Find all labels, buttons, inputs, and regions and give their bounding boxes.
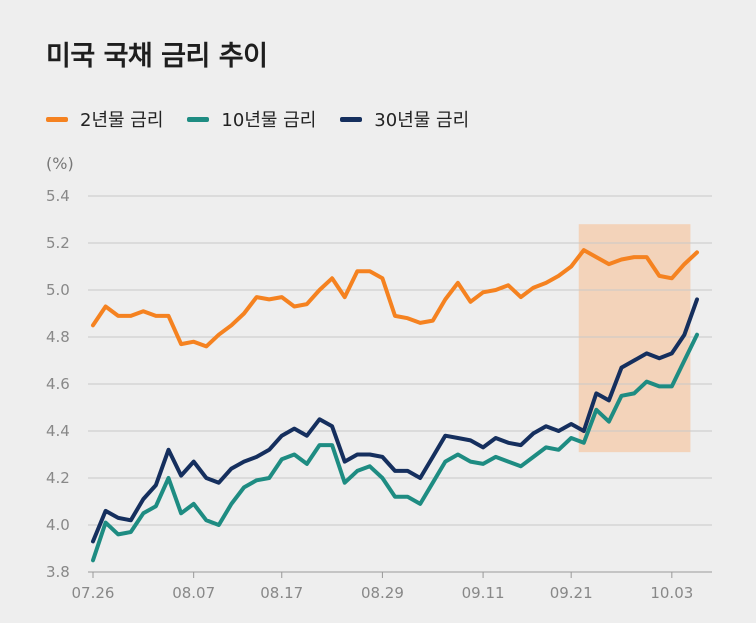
legend-label-30y: 30년물 금리: [374, 110, 470, 131]
x-tick-label: 09.11: [462, 584, 505, 602]
y-axis-unit: (%): [46, 154, 74, 173]
x-tick-label: 10.03: [650, 584, 693, 602]
y-tick-label: 4.2: [46, 469, 70, 487]
series-line-y30: [91, 297, 699, 544]
y-tick-label: 5.4: [46, 187, 70, 205]
x-tick-label: 07.26: [72, 584, 115, 602]
x-tick-label: 08.07: [172, 584, 215, 602]
legend-item-10y: 10년물 금리: [187, 106, 316, 132]
legend-swatch-30y: [340, 116, 363, 122]
y-tick-label: 4.8: [46, 328, 70, 346]
x-tick-label: 08.17: [260, 584, 303, 602]
legend-item-2y: 2년물 금리: [46, 106, 163, 132]
y-tick-label: 4.0: [46, 516, 70, 534]
legend-label-2y: 2년물 금리: [80, 110, 164, 131]
legend-label-10y: 10년물 금리: [221, 110, 317, 131]
legend-item-30y: 30년물 금리: [340, 106, 469, 132]
legend-swatch-2y: [46, 116, 68, 122]
y-tick-label: 5.2: [46, 234, 70, 252]
y-tick-label: 4.4: [46, 422, 70, 440]
legend-swatch-10y: [187, 116, 210, 122]
highlight-band: [578, 224, 691, 453]
legend: 2년물 금리 10년물 금리 30년물 금리: [46, 106, 493, 132]
series-line-y2: [91, 248, 699, 349]
y-tick-label: 3.8: [46, 563, 70, 581]
y-tick-label: 5.0: [46, 281, 70, 299]
x-tick-label: 08.29: [361, 584, 404, 602]
x-tick-label: 09.21: [550, 584, 593, 602]
y-tick-label: 4.6: [46, 375, 70, 393]
series-line-y10: [91, 332, 699, 563]
chart-title: 미국 국채 금리 추이: [46, 41, 268, 72]
